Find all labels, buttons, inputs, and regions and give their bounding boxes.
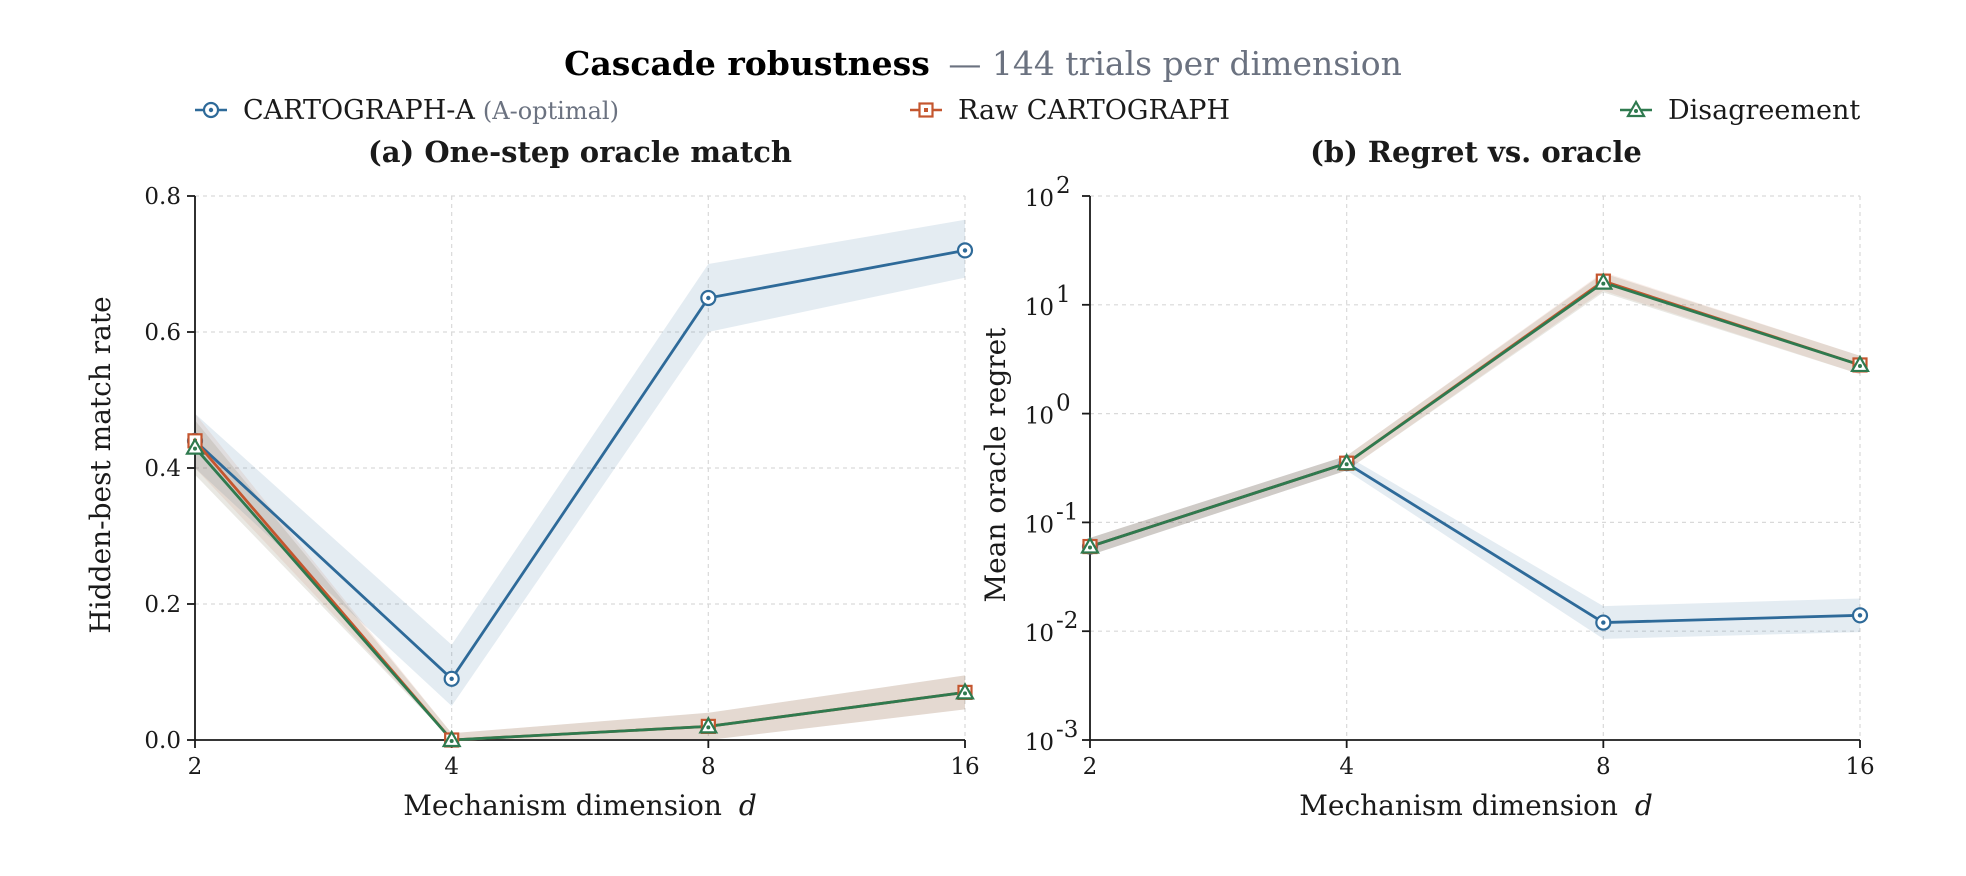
legend-label-disagreement: Disagreement (1668, 95, 1860, 126)
panel-a-point-disagreement-dot (193, 446, 197, 451)
panel-b-point-disagreement-dot (1601, 281, 1606, 286)
panel-a-bands (195, 219, 965, 740)
panel-a-xtick-label: 16 (950, 754, 979, 780)
legend-marker-cartograph-a-dot (208, 107, 214, 113)
panel-b-xtick-label: 8 (1596, 754, 1611, 780)
panel-b-xlabel-var: d (1635, 789, 1653, 822)
panel-a-ylabel: Hidden-best match rate (84, 296, 117, 633)
panel-b-xlabel: Mechanism dimension d (1299, 789, 1653, 822)
panel-b-ytick-label: 10 (1025, 512, 1054, 538)
panel-b-xtick-label: 16 (1845, 754, 1874, 780)
panel-a-band-cartograph-a (195, 219, 965, 707)
panel-b-ylabel: Mean oracle regret (979, 327, 1012, 603)
panel-a-ytick-label: 0.8 (144, 184, 181, 210)
legend-entry-raw-cartograph: Raw CARTOGRAPH (958, 95, 1230, 126)
panel-b-band-cartograph-a (1090, 455, 1860, 639)
legend-marker-raw-cartograph-dot (924, 108, 928, 112)
figure-subtitle: — 144 trials per dimension (948, 44, 1402, 83)
panel-a-xlabel: Mechanism dimension d (403, 789, 757, 822)
panel-b-ytick-label: 10 (1025, 404, 1054, 430)
panel-b-line-disagreement (1089, 281, 1861, 548)
legend-entry-disagreement: Disagreement (1668, 95, 1860, 126)
panel-b-ytick-exp: 0 (1056, 391, 1071, 417)
panel-a-point-disagreement-dot (963, 691, 967, 696)
legend-label-raw-cartograph: Raw CARTOGRAPH (958, 95, 1230, 126)
panel-b-ytick-label: 10 (1025, 730, 1054, 756)
panel-b-point-cartograph-a-dot (1601, 620, 1606, 625)
panel-b-title: (b) Regret vs. oracle (1310, 135, 1642, 169)
panel-b-ytick-exp: -2 (1056, 608, 1078, 634)
panel-a-plot: 0.0 0.2 0.4 0.6 0.8 2 4 8 16 (144, 184, 979, 780)
panel-a-point-cartograph-a-dot (706, 295, 711, 301)
panel-a-xlabel-text: Mechanism dimension (403, 789, 722, 822)
panel-b-point-disagreement-dot (1858, 363, 1862, 368)
panel-b-ytick-exp: 1 (1056, 282, 1071, 308)
panel-b-ytick-label: 10 (1025, 186, 1054, 212)
panel-b-xtick-label: 4 (1339, 754, 1354, 780)
panel-b-ytick-label: 10 (1025, 621, 1054, 647)
panel-a-ytick-label: 0.0 (144, 728, 181, 754)
panel-b-xlabel-text: Mechanism dimension (1299, 789, 1618, 822)
panel-a-line-cartograph-a (194, 249, 966, 681)
legend-entry-cartograph-a: CARTOGRAPH-A (A-optimal) (243, 95, 619, 126)
panel-a-xtick-label: 4 (444, 754, 459, 780)
panel-a-ytick-label: 0.4 (144, 456, 181, 482)
panel-b-ytick-exp: 2 (1056, 173, 1071, 199)
panel-a-xtick-label: 8 (701, 754, 716, 780)
panel-b-ytick-label: 10 (1025, 295, 1054, 321)
panel-a-grid (195, 195, 966, 740)
panel-a-point-cartograph-a-dot (962, 248, 968, 253)
panel-a-series (185, 242, 975, 748)
legend-marker-disagreement-dot (1634, 109, 1638, 113)
panel-b-point-cartograph-a-dot (1857, 613, 1863, 618)
panel-b-point-disagreement-dot (1344, 462, 1349, 467)
legend-note-cartograph-a: (A-optimal) (483, 97, 619, 125)
panel-a-point-disagreement-dot (706, 725, 711, 730)
panel-b-line-cartograph-a (1089, 461, 1861, 624)
panel-b-ytick-exp: -1 (1056, 499, 1078, 525)
panel-a-xtick-label: 2 (188, 754, 203, 780)
panel-a-title: (a) One-step oracle match (368, 135, 792, 169)
panel-a-band-raw-cartograph (195, 413, 965, 740)
legend: CARTOGRAPH-A (A-optimal) Raw CARTOGRAPH Dis… (195, 95, 1860, 126)
panel-b-plot: 10 -310 -210 -110 010 110 22 4 8 16 (1025, 173, 1875, 780)
panel-a-band-disagreement (195, 420, 965, 740)
panel-a-ytick-label: 0.6 (144, 320, 181, 346)
panel-b-point-disagreement-dot (1088, 545, 1092, 550)
figure-title: Cascade robustness — 144 trials per dime… (564, 44, 1402, 83)
legend-label-cartograph-a: CARTOGRAPH-A (243, 95, 475, 126)
panel-b-grid (1090, 195, 1861, 740)
panel-a-line-disagreement (193, 446, 966, 742)
figure-title-main: Cascade robustness (564, 44, 930, 83)
panel-b-xtick-label: 2 (1083, 754, 1098, 780)
panel-b-ytick-exp: -3 (1056, 717, 1078, 743)
panel-a-point-cartograph-a-dot (449, 676, 454, 681)
panel-a-ytick-label: 0.2 (144, 592, 181, 618)
panel-a-point-disagreement-dot (449, 739, 454, 743)
panel-a-xlabel-var: d (739, 789, 757, 822)
panel-b-series (1080, 272, 1870, 631)
